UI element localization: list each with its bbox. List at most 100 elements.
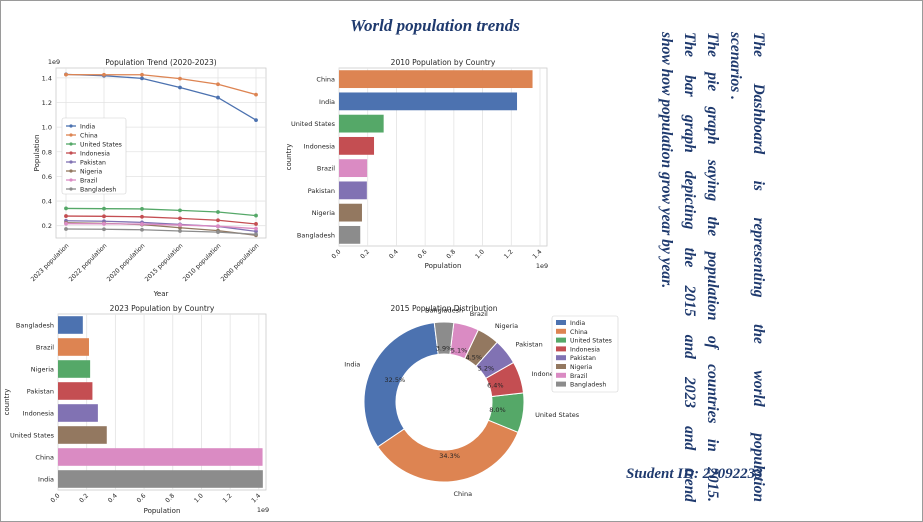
data-point	[140, 72, 144, 77]
x-axis-label: Population	[144, 507, 181, 515]
data-point	[178, 85, 182, 90]
x-tick-label: 2010 population	[182, 242, 223, 283]
slice-percent-label: 34.3%	[439, 452, 460, 460]
data-point	[178, 223, 182, 227]
y-axis-label: Population	[33, 135, 41, 172]
legend-swatch	[556, 381, 566, 387]
y-axis-label: country	[3, 389, 11, 416]
series-line	[65, 207, 257, 217]
data-point	[102, 221, 106, 226]
y-tick-label: Pakistan	[308, 187, 335, 195]
slice-label: Bangladesh	[425, 307, 463, 315]
legend-label: United States	[80, 141, 122, 148]
description-line: The pie graph saying the population of c…	[704, 32, 721, 502]
description-line: The bar graph depicting the 2015 and 202…	[681, 32, 698, 502]
legend-swatch	[556, 364, 566, 369]
legend-marker	[69, 160, 73, 164]
data-point	[102, 72, 106, 77]
legend-label: Indonesia	[570, 346, 600, 353]
x-tick-label: 0.2	[78, 492, 90, 504]
student-id: Student ID: 22092233	[626, 466, 763, 482]
legend-label: Nigeria	[80, 168, 102, 175]
data-point	[178, 229, 182, 233]
x-tick-label: 1.2	[222, 492, 234, 504]
data-point	[64, 221, 68, 226]
legend-label: United States	[570, 338, 612, 345]
y-axis-label: country	[285, 144, 293, 171]
pie-slice	[433, 321, 455, 355]
x-tick-label: 0.6	[136, 492, 148, 504]
data-point	[216, 224, 220, 229]
series-line	[65, 215, 257, 225]
data-point	[216, 95, 220, 100]
page-title: World population trends	[350, 16, 520, 35]
y-tick-label: China	[316, 76, 335, 84]
x-tick-label: 2015 population	[144, 242, 185, 283]
data-point	[178, 216, 182, 221]
x-tick-label: 1.4	[250, 492, 262, 504]
data-point	[254, 232, 258, 237]
x-tick-label: 2022 population	[68, 242, 109, 283]
slice-label: Pakistan	[516, 341, 543, 349]
y-tick-label: Nigeria	[31, 366, 54, 374]
legend-box	[551, 315, 619, 393]
legend-marker	[69, 151, 73, 155]
y-tick-label: Indonesia	[304, 142, 335, 150]
y-tick-label: India	[38, 476, 54, 484]
data-point	[102, 206, 106, 211]
slice-percent-label: 5.1%	[451, 347, 468, 355]
x-tick-label: 2020 population	[106, 242, 147, 283]
legend-marker	[69, 178, 73, 182]
y-tick-label: Brazil	[36, 344, 54, 352]
data-point	[216, 218, 220, 223]
data-point	[254, 118, 258, 123]
legend-marker	[69, 187, 73, 191]
legend-label: India	[570, 320, 585, 327]
legend-marker	[69, 124, 73, 128]
bar	[339, 136, 375, 155]
y-tick-label: 1.4	[42, 74, 52, 82]
legend-marker	[69, 142, 73, 146]
bar	[339, 92, 518, 111]
legend-label: Brazil	[570, 373, 588, 380]
data-point	[140, 214, 144, 219]
series-line	[65, 228, 257, 235]
y-tick-label: Indonesia	[23, 410, 54, 418]
series-line	[65, 74, 257, 96]
bar	[58, 382, 93, 400]
y-tick-label: 1.0	[42, 124, 52, 132]
legend-label: Pakistan	[570, 355, 596, 362]
legend-label: India	[80, 123, 95, 130]
bar	[339, 225, 361, 244]
data-point	[254, 222, 258, 226]
x-tick-label: 1.0	[474, 248, 486, 260]
slice-label: China	[453, 490, 472, 498]
y-tick-label: China	[35, 454, 54, 462]
y-offset-label: 1e9	[48, 58, 60, 66]
y-tick-label: United States	[10, 432, 55, 440]
data-point	[254, 213, 258, 218]
legend-swatch	[556, 320, 566, 325]
x-tick-label: 0.2	[359, 248, 371, 260]
y-tick-label: United States	[291, 120, 336, 128]
legend-swatch	[556, 372, 566, 378]
x-tick-label: 1.4	[532, 248, 544, 260]
x-axis-label: Year	[153, 290, 169, 298]
slice-percent-label: 32.5%	[385, 376, 406, 384]
data-point	[102, 214, 106, 219]
x-tick-label: 0.0	[50, 492, 62, 504]
data-point	[140, 222, 144, 226]
x-tick-label: 0.8	[164, 492, 176, 504]
legend-label: China	[80, 132, 98, 139]
description-line: show how population grow year by year.	[658, 32, 675, 289]
data-point	[178, 208, 182, 213]
chart-title: 2023 Population by Country	[110, 304, 215, 313]
data-point	[140, 76, 144, 81]
bar	[339, 159, 368, 178]
legend-marker	[69, 169, 73, 173]
chart-title: 2015 Population Distribution	[390, 304, 497, 313]
chart-title: 2010 Population by Country	[391, 58, 496, 67]
data-point	[254, 229, 258, 234]
slice-percent-label: 6.4%	[487, 382, 504, 390]
